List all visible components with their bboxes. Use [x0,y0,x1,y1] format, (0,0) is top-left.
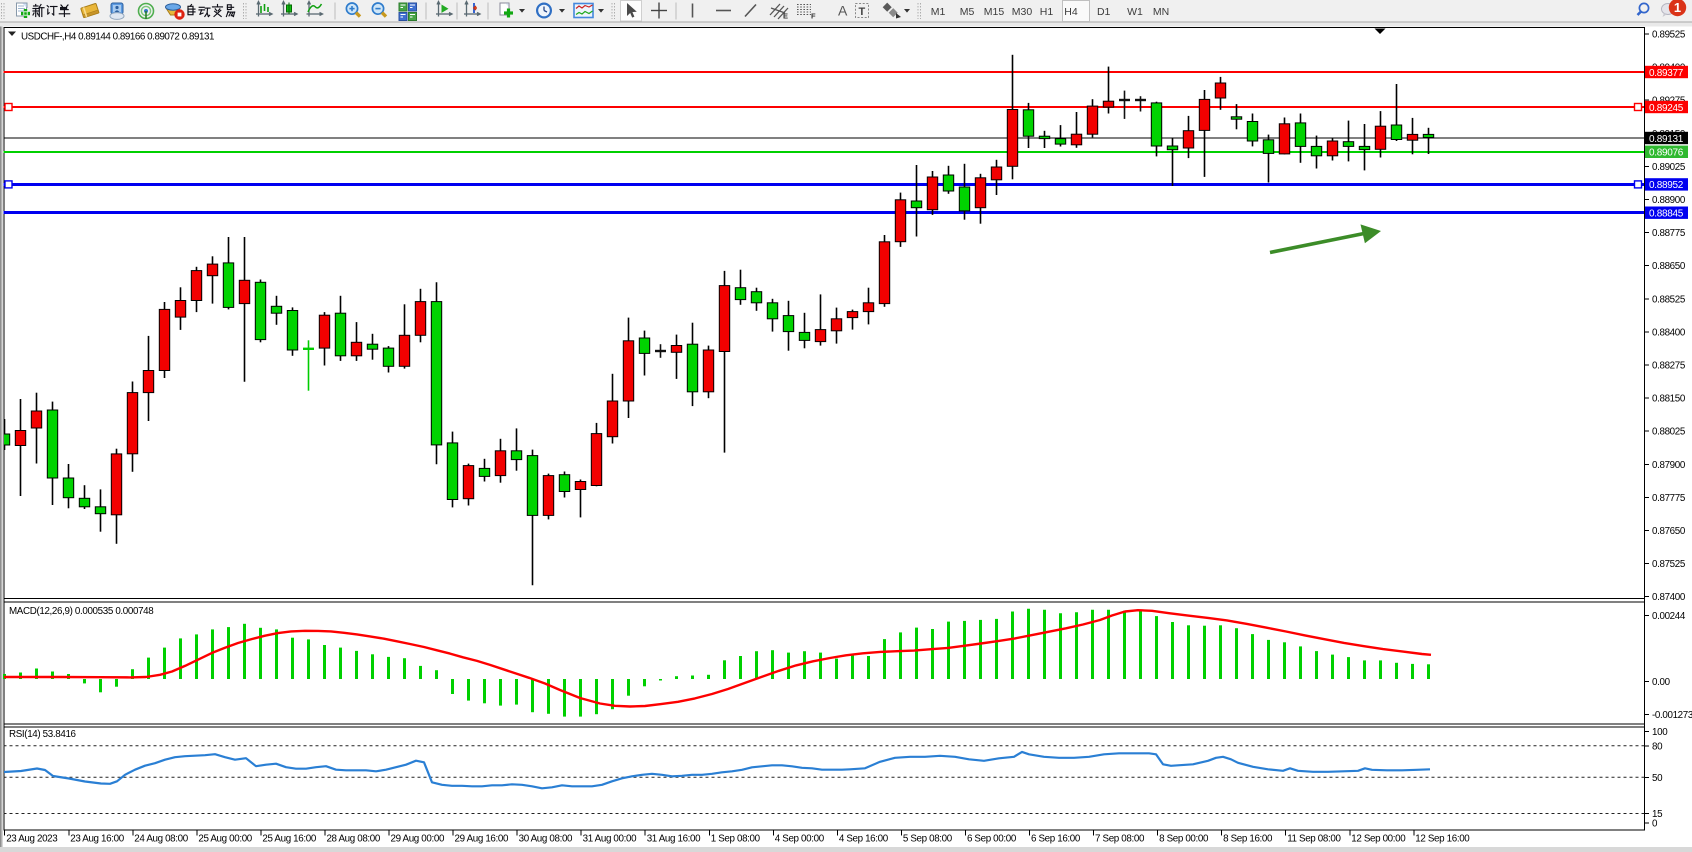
svg-text:4 Sep 16:00: 4 Sep 16:00 [839,834,889,845]
svg-text:5 Sep 08:00: 5 Sep 08:00 [903,834,953,845]
svg-text:0.88900: 0.88900 [1652,195,1686,206]
svg-text:USDCHF-,H4 0.89144 0.89166 0.: USDCHF-,H4 0.89144 0.89166 0.89072 0.891… [21,32,214,43]
svg-text:0.89131: 0.89131 [1649,134,1684,145]
svg-text:0.88952: 0.88952 [1649,180,1684,191]
svg-text:8 Sep 00:00: 8 Sep 00:00 [1159,834,1209,845]
svg-text:M1: M1 [931,6,946,18]
svg-text:29 Aug 00:00: 29 Aug 00:00 [391,834,445,845]
svg-text:-0.001273: -0.001273 [1652,710,1692,721]
svg-text:1: 1 [1674,0,1681,15]
svg-text:0.87400: 0.87400 [1652,592,1686,603]
svg-text:1 Sep 08:00: 1 Sep 08:00 [711,834,761,845]
svg-text:0.88275: 0.88275 [1652,361,1686,372]
svg-text:8 Sep 16:00: 8 Sep 16:00 [1223,834,1273,845]
svg-text:0.89377: 0.89377 [1649,68,1684,79]
svg-text:M30: M30 [1012,6,1033,18]
svg-text:0.87900: 0.87900 [1652,460,1686,471]
svg-text:0.88650: 0.88650 [1652,261,1686,272]
svg-text:6 Sep 16:00: 6 Sep 16:00 [1031,834,1081,845]
svg-text:W1: W1 [1127,6,1143,18]
svg-text:25 Aug 16:00: 25 Aug 16:00 [262,834,316,845]
svg-text:31 Aug 00:00: 31 Aug 00:00 [583,834,637,845]
svg-text:0.00: 0.00 [1652,677,1671,688]
svg-text:T: T [859,6,866,18]
svg-text:0.88845: 0.88845 [1649,209,1684,220]
svg-text:28 Aug 08:00: 28 Aug 08:00 [326,834,380,845]
svg-text:0.89245: 0.89245 [1649,103,1684,114]
svg-text:0.87525: 0.87525 [1652,559,1686,570]
svg-text:0: 0 [1652,819,1658,830]
svg-text:M5: M5 [960,6,975,18]
svg-text:25 Aug 00:00: 25 Aug 00:00 [198,834,252,845]
svg-text:4 Sep 00:00: 4 Sep 00:00 [775,834,825,845]
svg-text:24 Aug 08:00: 24 Aug 08:00 [134,834,188,845]
svg-text:D1: D1 [1097,6,1111,18]
svg-text:0.00244: 0.00244 [1652,611,1686,622]
svg-text:11 Sep 08:00: 11 Sep 08:00 [1287,834,1341,845]
svg-text:H4: H4 [1064,6,1078,18]
svg-text:RSI(14) 53.8416: RSI(14) 53.8416 [9,729,77,740]
svg-text:15: 15 [1652,809,1663,820]
svg-text:M15: M15 [984,6,1005,18]
svg-text:50: 50 [1652,773,1663,784]
svg-text:23 Aug 2023: 23 Aug 2023 [6,834,58,845]
svg-text:12 Sep 00:00: 12 Sep 00:00 [1351,834,1406,845]
svg-text:H1: H1 [1040,6,1054,18]
svg-text:12 Sep 16:00: 12 Sep 16:00 [1415,834,1470,845]
svg-text:MACD(12,26,9) 0.000535 0.00074: MACD(12,26,9) 0.000535 0.000748 [9,606,154,617]
svg-text:0.88525: 0.88525 [1652,294,1686,305]
svg-text:0.89525: 0.89525 [1652,30,1686,41]
svg-text:0.89076: 0.89076 [1649,148,1684,159]
svg-text:A: A [838,3,848,19]
svg-text:F: F [811,12,816,21]
svg-text:30 Aug 08:00: 30 Aug 08:00 [519,834,573,845]
svg-text:0.87650: 0.87650 [1652,526,1686,537]
svg-text:6 Sep 00:00: 6 Sep 00:00 [967,834,1017,845]
svg-text:31 Aug 16:00: 31 Aug 16:00 [647,834,701,845]
svg-text:80: 80 [1652,741,1663,752]
svg-text:0.88775: 0.88775 [1652,228,1686,239]
svg-text:7 Sep 08:00: 7 Sep 08:00 [1095,834,1145,845]
svg-text:0.88400: 0.88400 [1652,327,1686,338]
svg-text:0.87775: 0.87775 [1652,493,1686,504]
svg-text:E: E [783,12,788,21]
svg-text:0.88025: 0.88025 [1652,427,1686,438]
svg-text:0.89025: 0.89025 [1652,162,1686,173]
svg-text:MN: MN [1153,6,1169,18]
svg-text:100: 100 [1652,727,1668,738]
svg-text:23 Aug 16:00: 23 Aug 16:00 [70,834,124,845]
svg-text:0.88150: 0.88150 [1652,394,1686,405]
svg-text:29 Aug 16:00: 29 Aug 16:00 [455,834,509,845]
